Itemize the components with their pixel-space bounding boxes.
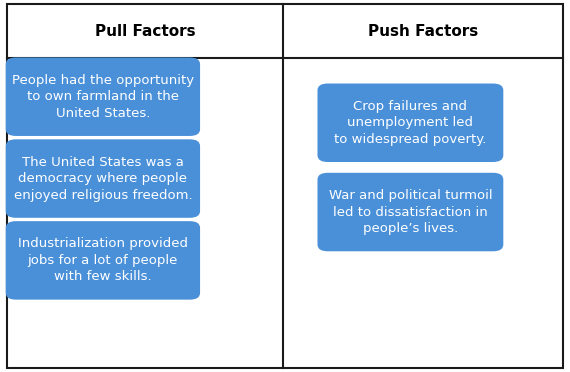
FancyBboxPatch shape [7, 4, 563, 368]
FancyBboxPatch shape [6, 58, 200, 136]
FancyBboxPatch shape [317, 83, 503, 162]
FancyBboxPatch shape [317, 173, 503, 251]
Text: Crop failures and
unemployment led
to widespread poverty.: Crop failures and unemployment led to wi… [334, 100, 487, 146]
Text: Industrialization provided
jobs for a lot of people
with few skills.: Industrialization provided jobs for a lo… [18, 237, 188, 283]
Text: War and political turmoil
led to dissatisfaction in
people’s lives.: War and political turmoil led to dissati… [328, 189, 492, 235]
Text: Pull Factors: Pull Factors [95, 24, 196, 39]
Text: Push Factors: Push Factors [368, 24, 478, 39]
FancyBboxPatch shape [6, 221, 200, 300]
Text: People had the opportunity
to own farmland in the
United States.: People had the opportunity to own farmla… [12, 74, 194, 120]
FancyBboxPatch shape [6, 140, 200, 218]
Text: The United States was a
democracy where people
enjoyed religious freedom.: The United States was a democracy where … [14, 155, 192, 202]
